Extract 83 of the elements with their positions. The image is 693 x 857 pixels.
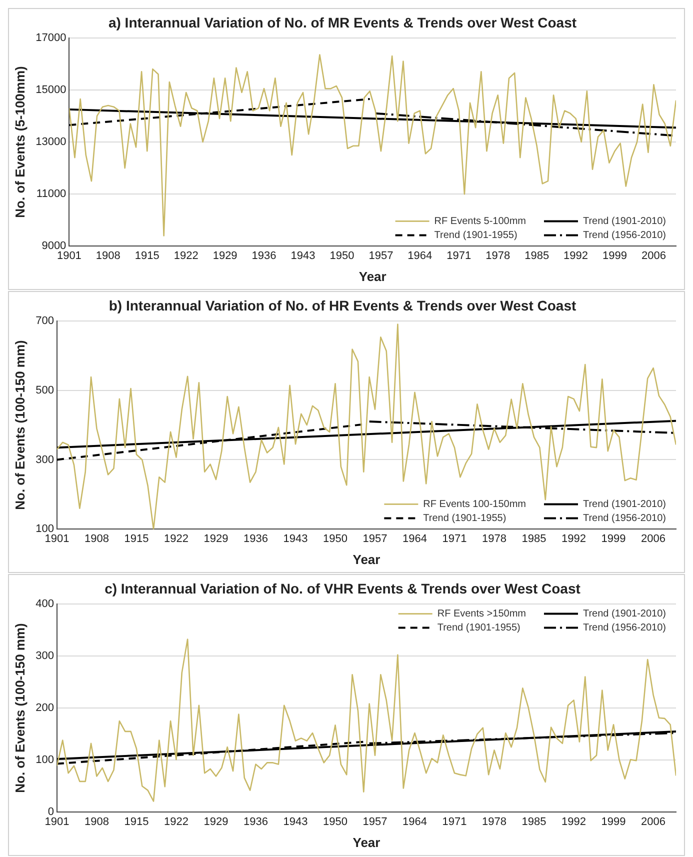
y-tick-label: 0: [48, 806, 54, 818]
x-tick-label: 1978: [482, 816, 507, 828]
x-tick-label: 1950: [330, 250, 354, 262]
x-tick-label: 1985: [522, 816, 546, 828]
y-tick-label: 400: [36, 598, 54, 610]
x-tick-label: 1992: [562, 816, 586, 828]
legend-label: Trend (1901-1955): [437, 622, 520, 634]
x-tick-label: 1985: [524, 250, 550, 262]
x-tick-label: 1957: [362, 532, 388, 545]
y-tick-label: 700: [36, 314, 54, 327]
y-tick-label: 300: [36, 454, 54, 466]
x-tick-label: 1929: [204, 532, 228, 545]
x-tick-label: 1999: [602, 250, 628, 262]
x-tick-label: 1936: [243, 816, 268, 828]
y-tick-label: 13000: [36, 136, 66, 148]
x-tick-label: 1908: [84, 816, 109, 828]
legend-label: Trend (1956-2010): [582, 622, 666, 634]
x-tick-label: 1950: [323, 532, 348, 545]
x-tick-label: 1901: [44, 532, 70, 545]
y-tick-label: 200: [36, 702, 54, 714]
y-tick-label: 15000: [36, 84, 66, 96]
y-axis-title: No. of Events (5-100mm): [12, 66, 28, 218]
x-tick-label: 1999: [601, 532, 626, 545]
x-tick-label: 1964: [402, 532, 427, 545]
y-axis-title: No. of Events (100-150 mm): [12, 623, 28, 793]
x-tick-label: 1922: [164, 816, 188, 828]
x-tick-label: 1943: [283, 532, 308, 545]
x-tick-label: 1957: [362, 816, 388, 828]
x-tick-label: 1992: [562, 532, 586, 545]
x-tick-label: 1971: [442, 816, 467, 828]
x-tick-label: 1908: [96, 250, 120, 262]
x-tick-label: 1943: [290, 250, 316, 262]
y-tick-label: 17000: [36, 32, 66, 44]
x-tick-label: 1922: [174, 250, 198, 262]
x-axis-title: Year: [352, 834, 380, 850]
x-tick-label: 2006: [641, 816, 666, 828]
x-tick-label: 1985: [522, 532, 546, 545]
y-axis-title: No. of Events (100-150 mm): [12, 340, 28, 510]
y-tick-label: 9000: [42, 240, 66, 252]
x-tick-label: 1922: [164, 532, 188, 545]
y-tick-label: 11000: [36, 188, 66, 200]
x-tick-label: 1950: [323, 816, 348, 828]
x-tick-label: 1936: [243, 532, 268, 545]
legend-label: Trend (1901-2010): [582, 608, 666, 620]
chart-title: a) Interannual Variation of No. of MR Events & Trends over West Coast: [108, 14, 577, 30]
legend-label: Trend (1956-2010): [582, 230, 666, 241]
x-tick-label: 1978: [482, 532, 507, 545]
x-tick-label: 1971: [442, 532, 467, 545]
x-tick-label: 1915: [134, 250, 160, 262]
legend-label: RF Events 5-100mm: [434, 216, 526, 227]
x-tick-label: 1915: [124, 532, 149, 545]
y-tick-label: 500: [36, 384, 54, 396]
y-tick-label: 100: [36, 523, 54, 536]
chart-title: c) Interannual Variation of No. of VHR Events & Trends over West Coast: [104, 580, 581, 596]
x-tick-label: 1901: [44, 816, 70, 828]
y-tick-label: 100: [36, 754, 54, 766]
x-axis-title: Year: [352, 552, 380, 567]
legend-label: RF Events >150mm: [437, 608, 526, 620]
x-tick-label: 1929: [204, 816, 228, 828]
legend-label: RF Events 100-150mm: [423, 498, 526, 510]
legend-label: Trend (1901-2010): [582, 216, 666, 227]
legend-label: Trend (1901-1955): [423, 512, 506, 524]
x-tick-label: 1992: [564, 250, 588, 262]
x-tick-label: 1957: [368, 250, 394, 262]
x-tick-label: 2006: [641, 250, 666, 262]
x-tick-label: 1964: [408, 250, 432, 262]
x-tick-label: 1908: [84, 532, 109, 545]
legend-label: Trend (1956-2010): [582, 512, 666, 524]
x-tick-label: 1964: [402, 816, 427, 828]
chart-title: b) Interannual Variation of No. of HR Events & Trends over West Coast: [108, 297, 576, 314]
x-tick-label: 2006: [641, 532, 666, 545]
x-tick-label: 1929: [212, 250, 238, 262]
legend-label: Trend (1901-1955): [434, 230, 518, 241]
x-tick-label: 1978: [486, 250, 510, 262]
x-tick-label: 1943: [283, 816, 308, 828]
x-tick-label: 1936: [252, 250, 276, 262]
x-tick-label: 1999: [601, 816, 626, 828]
x-tick-label: 1971: [446, 250, 472, 262]
x-tick-label: 1915: [124, 816, 149, 828]
legend-label: Trend (1901-2010): [582, 498, 666, 510]
y-tick-label: 300: [36, 650, 54, 662]
x-tick-label: 1901: [56, 250, 82, 262]
x-axis-title: Year: [358, 268, 386, 284]
